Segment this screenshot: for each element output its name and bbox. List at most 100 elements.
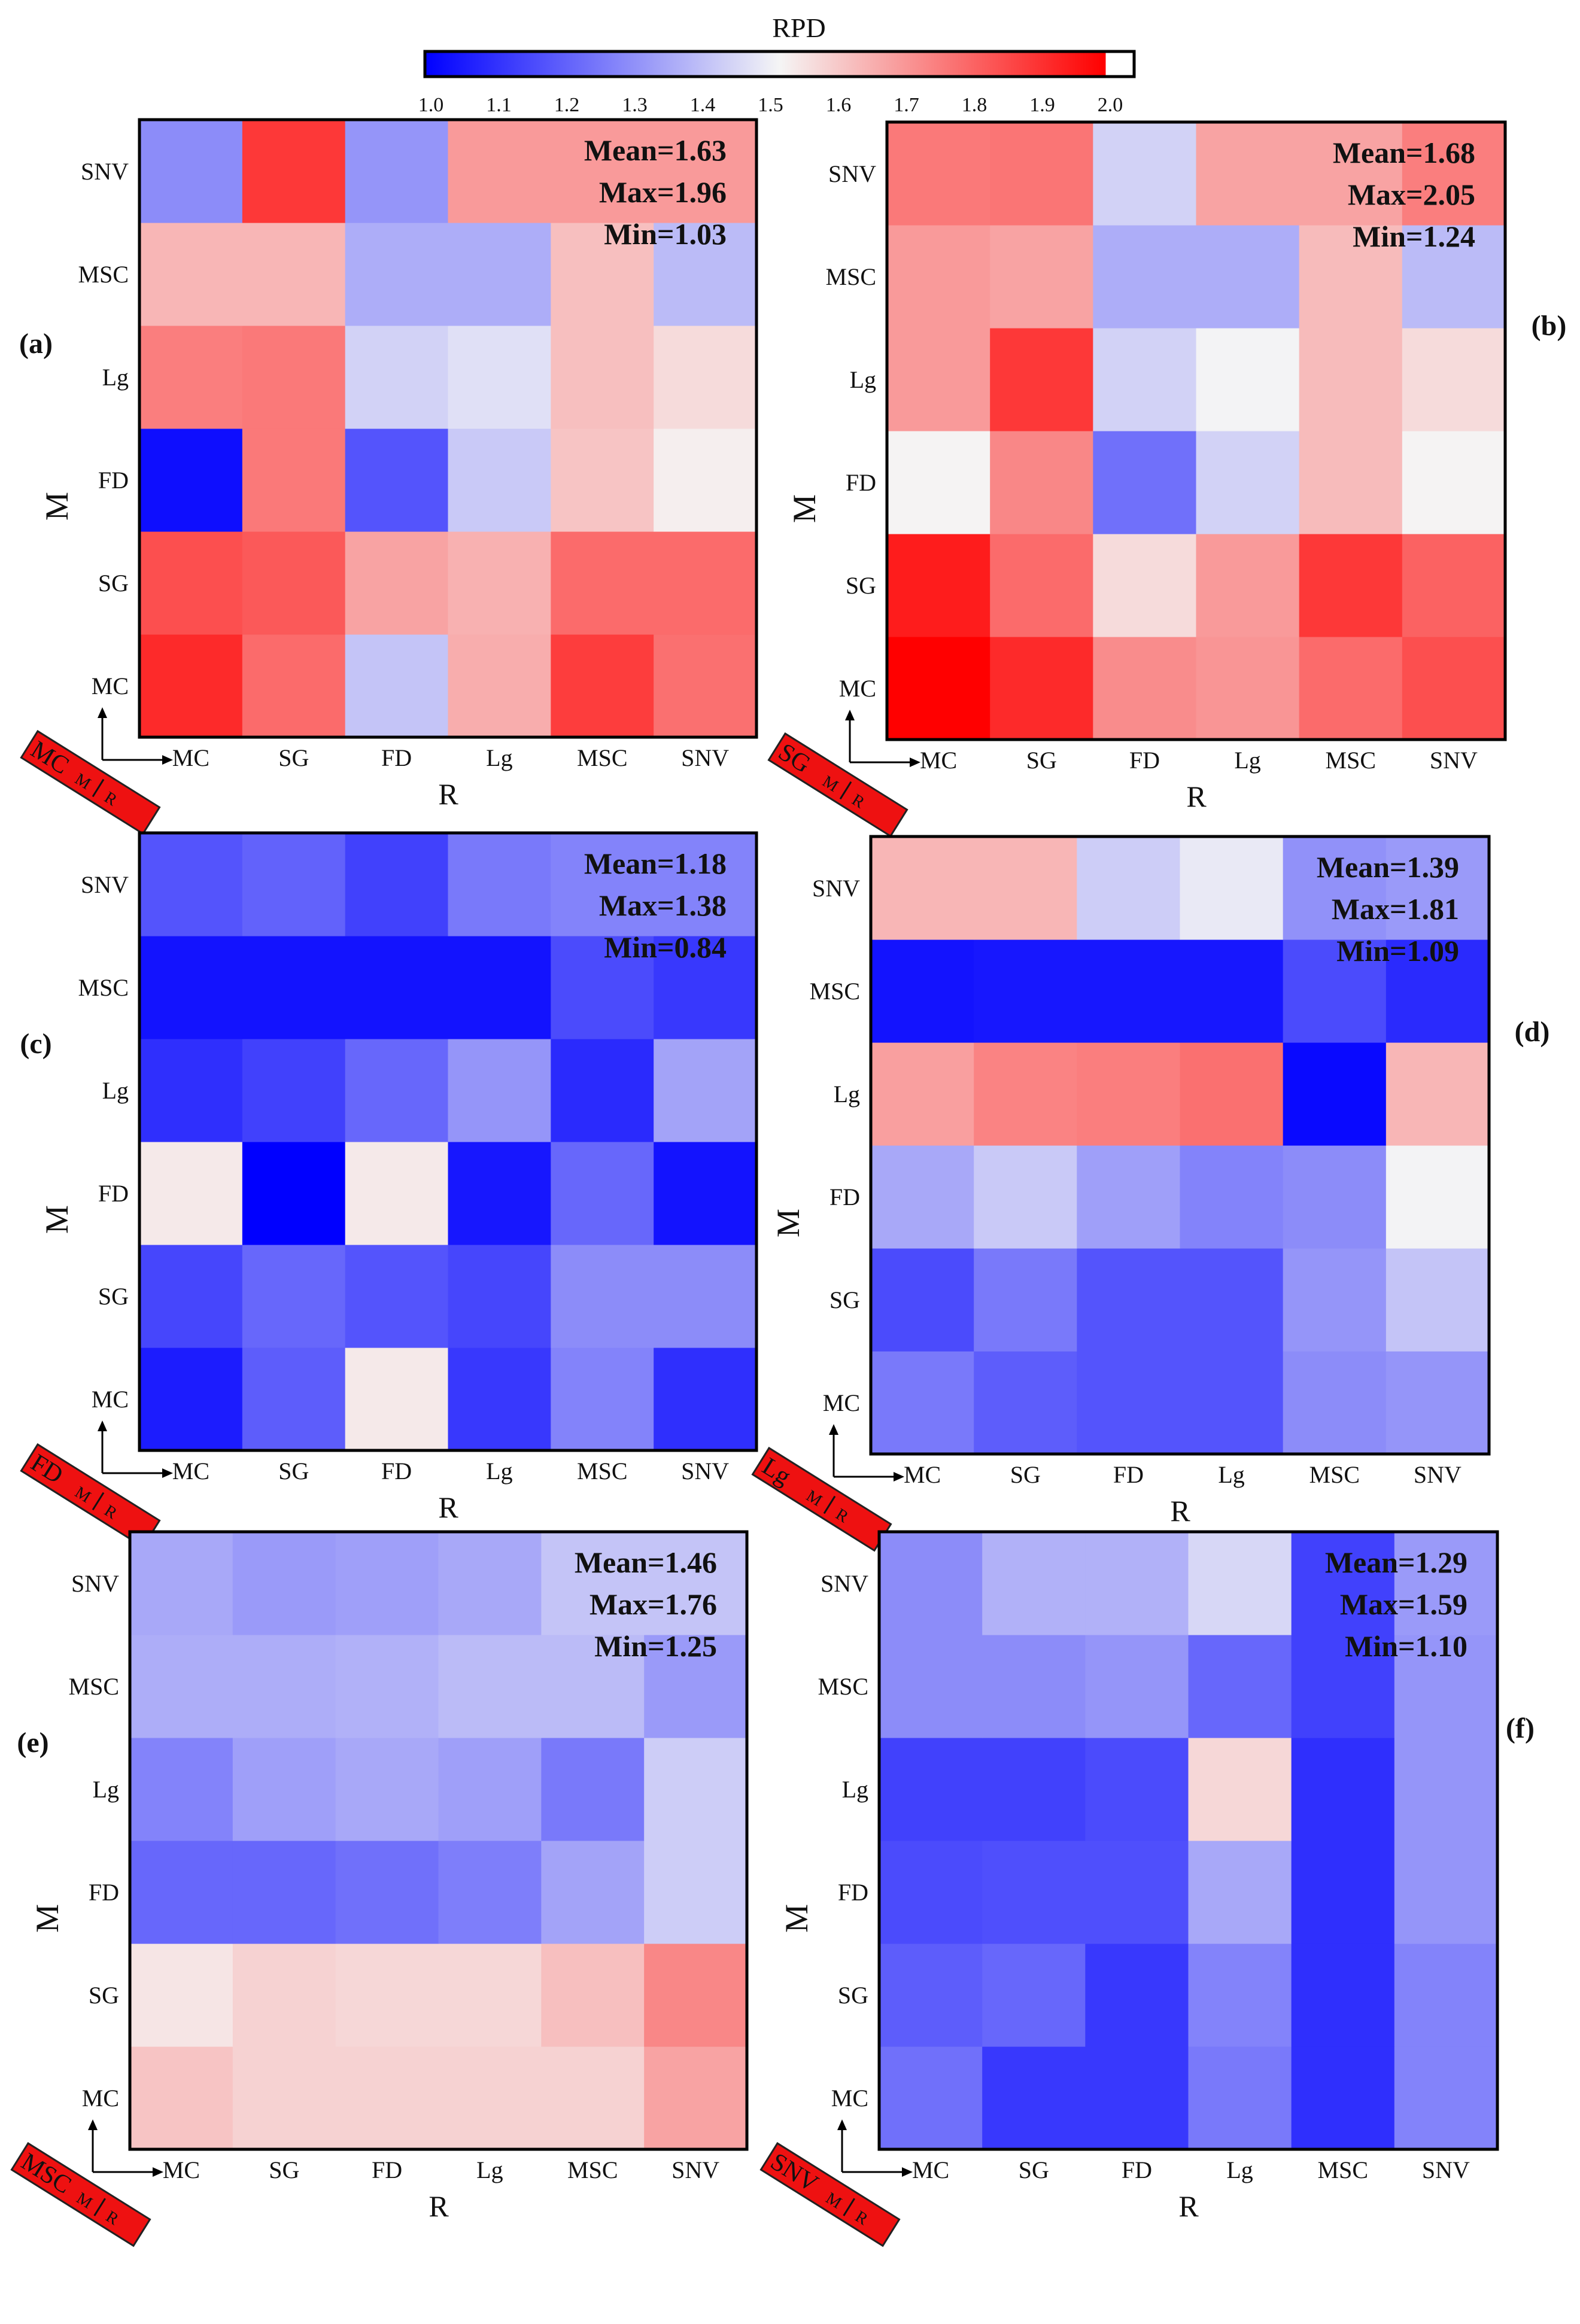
x-tick-label: FD — [1129, 747, 1160, 774]
heatmap-cell — [1093, 122, 1197, 226]
heatmap-cell — [1402, 328, 1506, 431]
heatmap-cell — [242, 428, 346, 532]
heatmap-cell — [1196, 328, 1300, 431]
heatmap-cell — [1180, 1248, 1284, 1352]
y-axis-title: M — [779, 1904, 815, 1933]
heatmap-cell — [1188, 1841, 1292, 1944]
panel-label: (e) — [17, 1727, 48, 1759]
y-tick-label: SNV — [71, 1570, 119, 1597]
heatmap-cell — [871, 836, 974, 940]
y-tick-label: MC — [92, 1386, 129, 1413]
heatmap-cell — [871, 1248, 974, 1352]
heatmap-cell — [139, 833, 243, 936]
y-tick-label: SG — [98, 570, 129, 597]
badge-divider — [839, 781, 852, 800]
heatmap-cell — [1188, 2046, 1292, 2150]
y-axis-title: M — [39, 492, 75, 521]
heatmap-cell — [982, 1532, 1086, 1635]
colorbar-tick-label: 1.5 — [758, 94, 783, 116]
arrow-up-head — [845, 710, 855, 720]
x-tick-label: SNV — [1422, 2156, 1470, 2183]
heatmap-cell — [541, 1943, 645, 2047]
heatmap-cell — [871, 1145, 974, 1249]
heatmap-cell — [1196, 431, 1300, 534]
heatmap-panel: MC SG FD Lg MSC SNV MC SG FD Lg MSC SNV R M Mean=1.29 M… — [759, 1530, 1535, 2247]
heatmap-cell — [982, 1841, 1086, 1944]
heatmap-cell — [345, 1142, 449, 1245]
heatmap-cell — [879, 1738, 983, 1841]
y-tick-label: MSC — [69, 1673, 120, 1700]
heatmap-cell — [1093, 225, 1197, 328]
heatmap-cell — [974, 836, 1077, 940]
heatmap-cell — [242, 223, 346, 326]
heatmap-cell — [654, 1245, 757, 1348]
x-tick-label: SNV — [681, 744, 729, 771]
x-tick-label: MC — [172, 1458, 209, 1485]
x-tick-label: FD — [372, 2156, 402, 2183]
heatmap-cell — [1385, 939, 1490, 1043]
heatmap-cell — [879, 1532, 983, 1635]
heatmap-cell — [345, 1347, 449, 1451]
heatmap-cell — [644, 1532, 748, 1635]
heatmap-cell — [438, 2046, 542, 2150]
plot-frame — [138, 118, 758, 739]
heatmap-cell — [551, 531, 654, 635]
heatmap-cell — [551, 428, 654, 532]
heatmap-cell — [139, 120, 243, 223]
heatmap-cell — [990, 122, 1093, 226]
colorbar-tick-label: 1.8 — [962, 94, 988, 116]
heatmap-cell — [448, 326, 551, 429]
heatmap-panel: MC SG FD Lg MSC SNV MC SG FD Lg MSC SNV R M Mean=1.68 M… — [767, 120, 1566, 838]
heatmap-cell — [1299, 225, 1403, 328]
y-tick-label: MC — [823, 1389, 860, 1416]
heatmap-cell — [448, 634, 551, 738]
y-tick-label: FD — [89, 1879, 119, 1906]
axis-orientation-arrows — [98, 1420, 173, 1478]
stats-annotation: Max=1.81 — [1332, 892, 1459, 926]
heatmap-panel: MC SG FD Lg MSC SNV MC SG FD Lg MSC SNV R M Mean=1.63 M… — [19, 118, 758, 835]
heatmap-cell — [982, 1635, 1086, 1738]
axis-orientation-arrows — [98, 707, 173, 765]
heatmap-cell — [654, 428, 757, 532]
heatmap-cell — [1291, 1943, 1395, 2047]
x-tick-label: Lg — [476, 2156, 503, 2183]
heatmap-cell — [345, 1245, 449, 1348]
heatmap-cell — [551, 1245, 654, 1348]
heatmap-cell — [654, 1142, 757, 1245]
heatmap-cell — [551, 1142, 654, 1245]
stats-annotation: Min=1.03 — [604, 217, 727, 251]
heatmap-cell — [551, 120, 654, 223]
heatmap-cell — [1283, 1042, 1387, 1146]
heatmap-cell — [438, 1841, 542, 1944]
arrow-right-head — [162, 755, 173, 765]
heatmap-cell — [232, 1532, 336, 1635]
heatmap-cell — [974, 1145, 1077, 1249]
colorbar-tick-label: 1.0 — [418, 94, 444, 116]
heatmap-cell — [1180, 939, 1284, 1043]
heatmap-cell — [654, 936, 757, 1039]
badge-divider — [93, 2198, 106, 2216]
x-tick-label: Lg — [1234, 747, 1260, 774]
heatmap-cell — [242, 531, 346, 635]
x-tick-label: Lg — [1218, 1461, 1244, 1488]
y-tick-label: MC — [82, 2085, 119, 2112]
heatmap-cell — [879, 1943, 983, 2047]
heatmap-cell — [1085, 1943, 1189, 2047]
heatmap-cell — [1196, 534, 1300, 637]
heatmap-cell — [644, 1841, 748, 1944]
heatmap-cell — [242, 1142, 346, 1245]
x-axis-title: R — [1178, 2189, 1199, 2223]
heatmap-cell — [242, 634, 346, 738]
x-tick-label: MSC — [1309, 1461, 1360, 1488]
heatmap-cell — [1402, 637, 1506, 740]
y-tick-label: SG — [846, 572, 876, 599]
heatmap-cell — [130, 2046, 233, 2150]
heatmap-cell — [1291, 1841, 1395, 1944]
y-tick-label: MC — [839, 675, 876, 702]
badge-divider — [843, 2198, 855, 2216]
x-axis-title: R — [438, 1490, 458, 1524]
heatmap-cell — [541, 1841, 645, 1944]
